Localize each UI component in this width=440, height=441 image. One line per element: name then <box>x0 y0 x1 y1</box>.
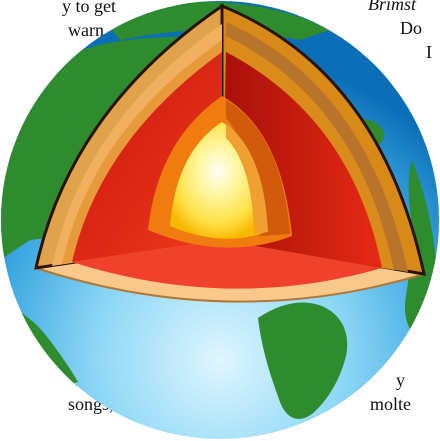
mantle-floor <box>72 240 382 289</box>
inner-core-edge <box>226 124 268 234</box>
text-fragment: Brimst <box>368 0 417 14</box>
text-fragment: warn <box>68 20 104 40</box>
text-fragment: I <box>426 42 432 62</box>
island <box>49 94 72 112</box>
text-fragment: Do <box>400 18 422 38</box>
text-fragment: y <box>396 370 405 390</box>
continent-africa <box>258 302 348 419</box>
text-fragment: molte <box>370 394 411 414</box>
text-fragment: y to get <box>62 0 116 16</box>
outer-core-shade <box>226 100 290 236</box>
